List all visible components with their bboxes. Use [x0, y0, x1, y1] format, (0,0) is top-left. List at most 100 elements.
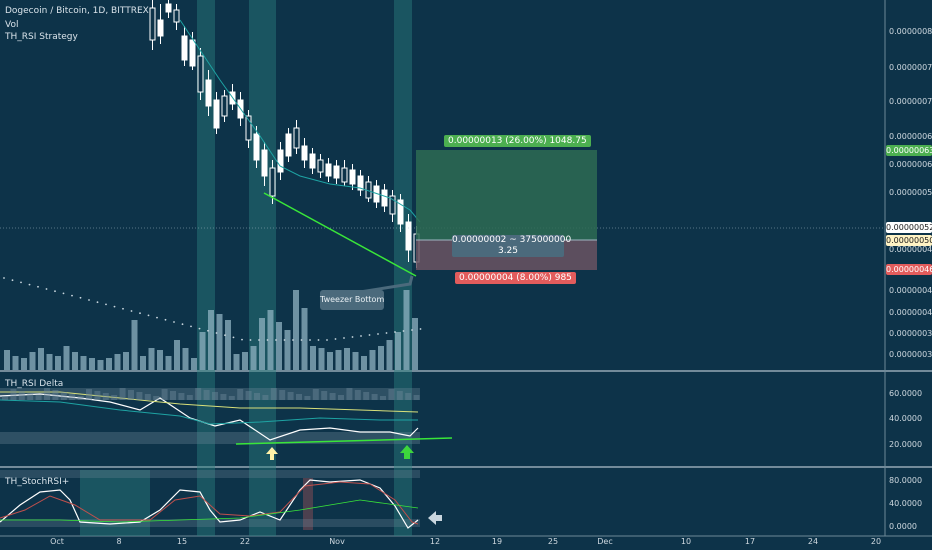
signal-band	[249, 0, 276, 536]
price-label: 0.00000065	[889, 132, 932, 141]
rsi-lower-zone	[0, 432, 420, 444]
rsi-histogram-bar	[203, 390, 210, 400]
time-label: 22	[239, 537, 251, 546]
volume-bar	[46, 354, 53, 370]
volume-bar	[361, 356, 367, 370]
rsi-histogram-bar	[321, 391, 328, 400]
callout-pointer	[359, 275, 414, 294]
volume-bar	[123, 352, 129, 370]
price-label: 0.00000057	[889, 188, 932, 197]
rsi-histogram-bar	[405, 393, 412, 400]
volume-indicator-label[interactable]: Vol	[5, 20, 19, 30]
rsi-histogram-bar	[304, 396, 311, 400]
tweezer-bottom-callout[interactable]: Tweezer Bottom	[320, 290, 384, 310]
candle-body	[397, 199, 404, 225]
position-center-label[interactable]: 0.00000002 ~ 375000000 3.25	[452, 235, 571, 257]
candle-body	[325, 163, 332, 177]
dotted-ma-point	[411, 329, 413, 331]
rsi-histogram-bar	[346, 388, 353, 400]
price-label: 0.00000049	[889, 245, 932, 254]
arrow-up-icon	[400, 445, 414, 459]
stoch-axis-label: 0.0000	[889, 522, 917, 531]
candle-body	[221, 95, 228, 117]
take-profit-zone	[416, 150, 597, 240]
rsi-histogram-bar	[287, 392, 294, 400]
rsi-histogram-bar	[195, 388, 202, 400]
dotted-ma-point	[394, 331, 396, 333]
rsi-histogram-bar	[380, 396, 386, 400]
rsi-histogram-bar	[161, 389, 168, 400]
candle-body	[181, 35, 188, 61]
rsi-histogram-bar	[270, 388, 277, 400]
volume-bar	[165, 356, 172, 370]
rsi-histogram-bar	[35, 395, 42, 400]
volume-bar	[148, 348, 155, 370]
volume-bar	[327, 352, 333, 370]
candle-body	[261, 149, 268, 177]
moving-average-line	[179, 19, 421, 223]
rsi-histogram-bar	[27, 393, 34, 400]
rsi-histogram-bar	[363, 392, 370, 400]
rsi-histogram-bar	[153, 396, 160, 400]
rsi-histogram-bar	[77, 396, 84, 400]
dotted-ma-point	[3, 277, 5, 279]
dotted-ma-point	[343, 337, 345, 339]
price-label: 0.00000037	[889, 329, 932, 338]
candle-body	[405, 221, 412, 251]
rsi-histogram-bar	[18, 391, 25, 400]
price-label: 0.00000043	[889, 286, 932, 295]
rsi-histogram-bar	[2, 396, 8, 400]
dotted-ma-point	[360, 335, 362, 337]
dotted-ma-point	[377, 333, 379, 335]
volume-bar	[403, 290, 410, 370]
rsi-histogram-bar	[254, 393, 260, 400]
rsi-histogram-bar	[94, 391, 101, 400]
volume-bar	[293, 290, 299, 370]
strategy-indicator-label[interactable]: TH_RSI Strategy	[5, 32, 78, 42]
rsi-histogram-bar	[170, 391, 176, 400]
volume-bar	[12, 356, 19, 370]
stoch-signal-line	[0, 499, 419, 523]
dotted-ma-point	[147, 314, 150, 317]
arrow-left-icon	[428, 511, 442, 525]
rsi-ma-line	[0, 391, 419, 413]
support-trendline	[263, 192, 417, 277]
stop-loss-label[interactable]: 0.00000004 (8.00%) 985	[455, 272, 576, 284]
stoch-pane-title[interactable]: TH_StochRSI+	[5, 477, 70, 487]
arrow-up-icon	[266, 447, 278, 460]
volume-bar	[242, 352, 248, 370]
rsi-histogram-bar	[371, 394, 378, 400]
target-profit-label[interactable]: 0.00000013 (26.00%) 1048.75	[444, 135, 591, 147]
rsi-histogram-bar	[86, 389, 92, 400]
dotted-ma-point	[28, 283, 31, 286]
dotted-ma-point	[190, 325, 192, 328]
dotted-ma-point	[71, 294, 73, 297]
volume-bar	[140, 356, 146, 370]
time-label: 20	[870, 537, 882, 546]
candle-body	[389, 195, 396, 215]
dotted-ma-point	[54, 290, 56, 293]
rsi-pane-title[interactable]: TH_RSI Delta	[5, 379, 64, 389]
volume-bar	[352, 352, 359, 370]
rsi-histogram-bar	[228, 396, 235, 400]
candle-body	[213, 99, 220, 129]
candle-body	[357, 175, 364, 191]
dotted-ma-point	[402, 330, 405, 332]
candle-body	[269, 167, 276, 197]
stop-price-badge: 0.00000046	[886, 264, 932, 275]
candle-body	[349, 169, 356, 185]
symbol-title: Dogecoin / Bitcoin, 1D, BITTREX	[5, 6, 149, 16]
rsi-histogram-bar	[312, 389, 319, 400]
volume-bar	[369, 350, 376, 370]
volume-bar	[97, 360, 104, 370]
rsi-histogram-bar	[69, 394, 76, 400]
rsi-histogram-bar	[52, 390, 59, 400]
time-label: 19	[491, 537, 503, 546]
dotted-ma-point	[317, 339, 320, 341]
candle-body	[189, 39, 196, 67]
volume-bar	[89, 358, 95, 370]
